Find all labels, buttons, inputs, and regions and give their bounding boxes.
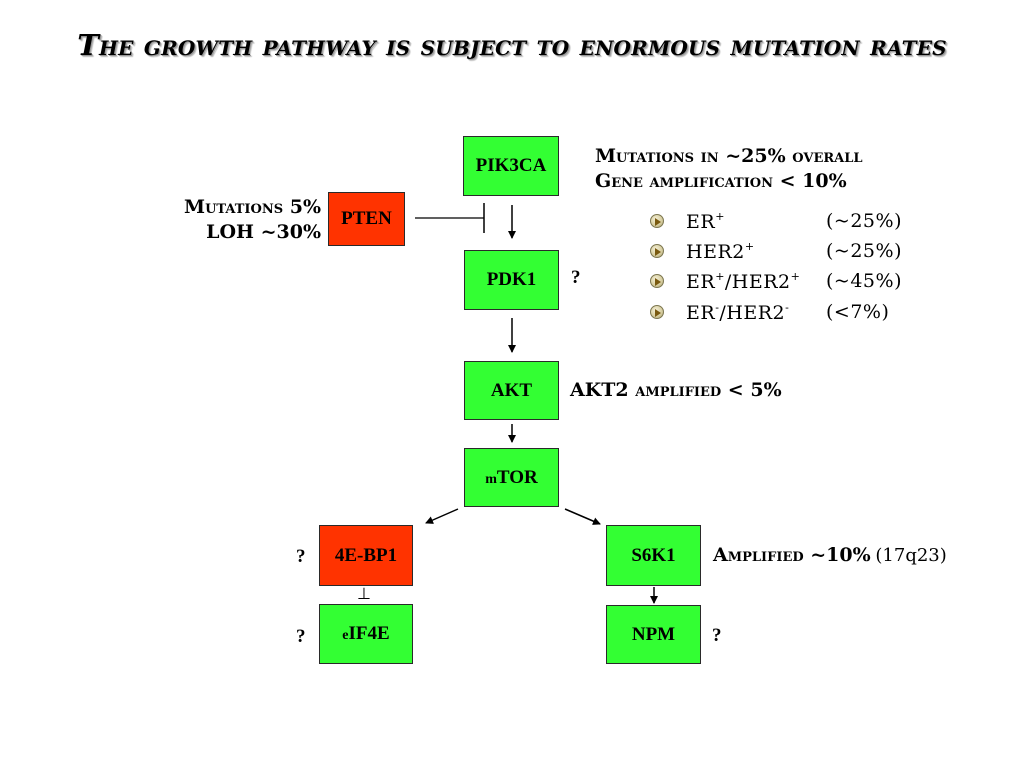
node-npm: NPM — [606, 605, 701, 664]
node-s6k1: S6K1 — [606, 525, 701, 586]
subtype-value: (~45%) — [826, 270, 902, 292]
subtype-name: ER+/HER2+ — [686, 269, 801, 293]
arrow-mtor-s6k1 — [564, 508, 601, 525]
eif4e-question: ? — [296, 626, 306, 647]
pten-annotation: Mutations 5% LOH ~30% — [184, 196, 321, 243]
node-pdk1: PDK1 — [464, 250, 559, 310]
node-4ebp1: 4E-BP1 — [319, 525, 413, 586]
subtype-row: ER-/HER2- (<7%) — [650, 297, 889, 327]
s6k1-annotation: Amplified ~10% (17q23) — [713, 544, 947, 566]
pdk1-question: ? — [571, 267, 581, 288]
node-pik3ca: PIK3CA — [463, 136, 559, 196]
arrow-mtor-4ebp1 — [425, 508, 459, 524]
pik3ca-annotation: Mutations in ~25% overall Gene amplifica… — [595, 145, 863, 192]
subtype-row: ER+/HER2+ (~45%) — [650, 266, 901, 296]
node-eif4e: eIF4E — [319, 604, 413, 664]
slide-title: The growth pathway is subject to enormou… — [77, 28, 947, 62]
subtype-value: (~25%) — [826, 240, 902, 262]
4ebp1-question: ? — [296, 546, 306, 567]
play-bullet-icon — [650, 305, 664, 319]
inhibit-symbol-4ebp1: ⊥ — [357, 584, 371, 603]
node-akt: AKT — [464, 361, 559, 420]
akt-annotation: AKT2 amplified < 5% — [570, 379, 782, 401]
subtype-value: (~25%) — [826, 210, 902, 232]
subtype-row: HER2+ (~25%) — [650, 236, 901, 266]
subtype-name: HER2+ — [686, 239, 755, 263]
npm-question: ? — [712, 625, 722, 646]
subtype-name: ER-/HER2- — [686, 300, 790, 324]
subtype-value: (<7%) — [826, 301, 890, 323]
subtype-name: ER+ — [686, 209, 725, 233]
node-pten: PTEN — [328, 192, 405, 246]
subtype-row: ER+ (~25%) — [650, 206, 901, 236]
play-bullet-icon — [650, 244, 664, 258]
node-mtor: mTOR — [464, 448, 559, 507]
play-bullet-icon — [650, 274, 664, 288]
play-bullet-icon — [650, 214, 664, 228]
